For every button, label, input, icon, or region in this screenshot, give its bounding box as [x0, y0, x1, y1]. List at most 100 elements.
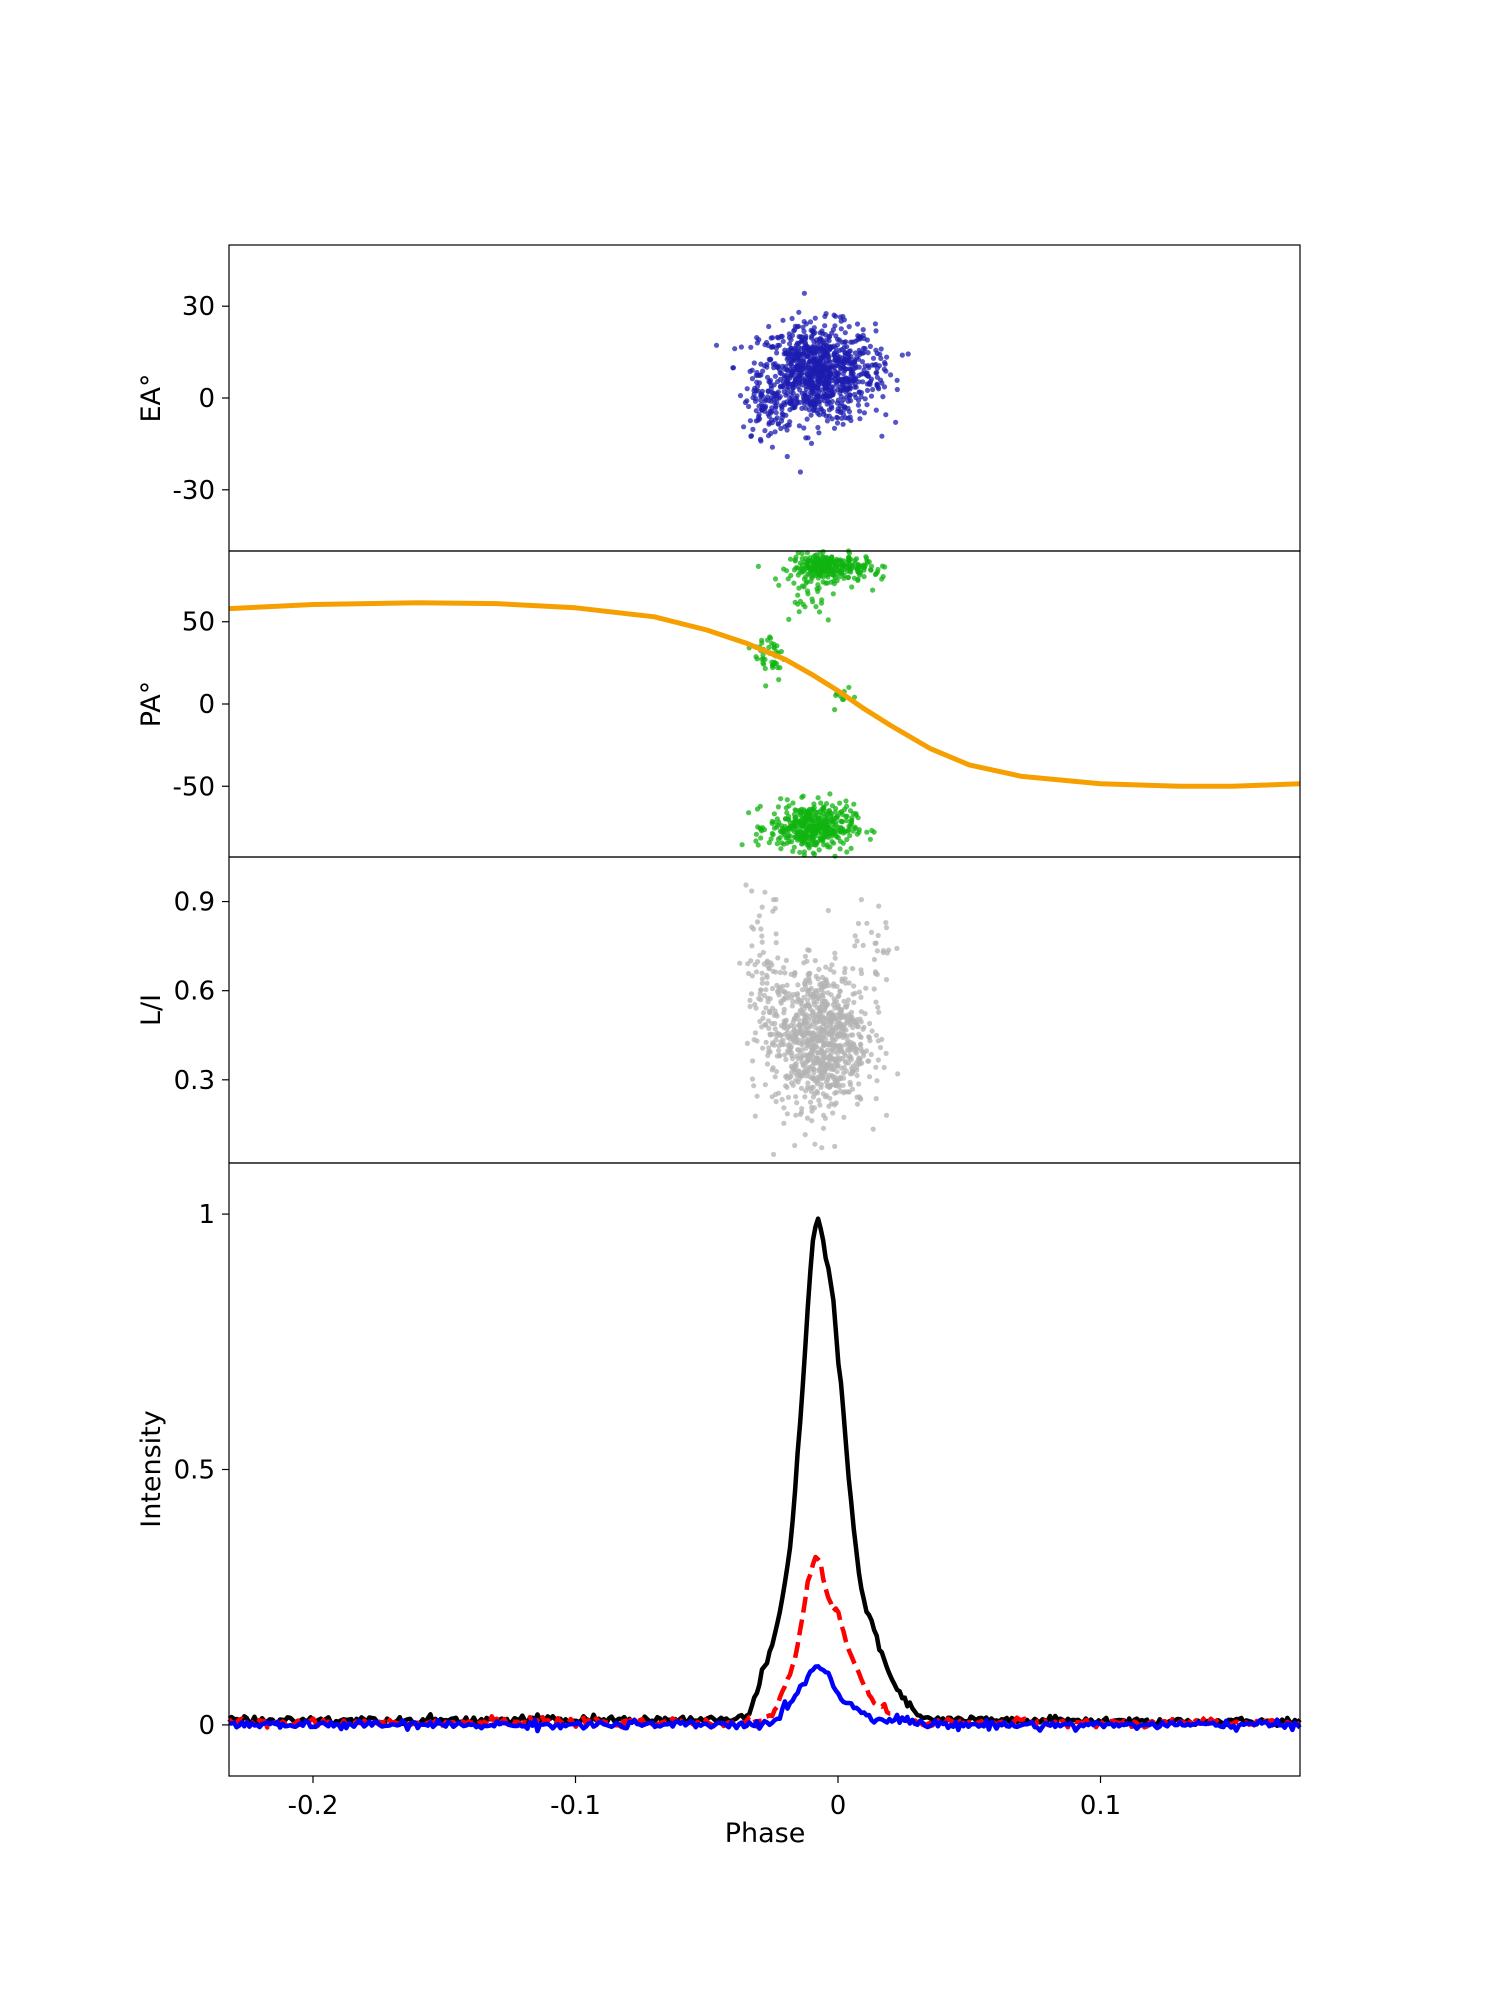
li-data-point — [769, 1094, 775, 1100]
ea-data-point — [808, 327, 814, 333]
li-data-point — [845, 997, 851, 1003]
ea-data-point — [824, 342, 830, 348]
ea-data-point — [799, 366, 805, 372]
ea-data-point — [748, 344, 754, 350]
li-data-point — [801, 1033, 807, 1039]
pa-data-point — [755, 563, 762, 570]
pa-y-tick-label: -50 — [173, 772, 215, 802]
li-data-point — [871, 986, 877, 992]
ea-data-point — [773, 345, 780, 351]
ea-data-point — [772, 361, 778, 367]
ea-data-point — [773, 410, 779, 416]
ea-data-point — [737, 393, 744, 399]
ea-data-point — [835, 415, 841, 421]
pa-data-point — [785, 835, 791, 841]
pa-data-point — [825, 844, 831, 850]
li-data-point — [827, 966, 833, 973]
li-data-point — [828, 1066, 834, 1072]
li-data-point — [875, 1038, 881, 1044]
pa-data-point — [816, 847, 822, 853]
ea-data-point — [783, 392, 789, 398]
ea-data-point — [854, 321, 861, 327]
pa-data-point — [829, 560, 835, 566]
pa-data-point — [844, 836, 850, 843]
pa-data-point — [816, 609, 823, 615]
ea-data-point — [807, 390, 814, 396]
pa-data-point — [824, 555, 831, 561]
li-data-point — [854, 1067, 860, 1073]
li-data-point — [816, 1097, 822, 1103]
ea-data-point — [867, 381, 873, 387]
pa-data-point — [828, 555, 834, 562]
ea-data-point — [807, 319, 814, 325]
li-data-point — [825, 907, 831, 914]
ea-data-point — [870, 386, 876, 393]
li-data-point — [856, 989, 863, 995]
pa-data-point — [869, 827, 875, 834]
pa-data-point — [868, 567, 874, 573]
li-data-point — [770, 897, 777, 903]
ea-data-point — [864, 402, 870, 408]
li-data-point — [764, 980, 770, 986]
li-data-point — [883, 925, 890, 931]
pa-data-point — [793, 823, 799, 829]
li-data-point — [760, 949, 767, 956]
li-data-point — [774, 982, 780, 989]
li-data-point — [812, 993, 818, 999]
pa-data-point — [792, 819, 798, 825]
ea-data-point — [800, 350, 806, 356]
profile-series-line-0 — [227, 1216, 1302, 1729]
li-data-point — [866, 1074, 873, 1080]
pa-data-point — [788, 572, 794, 579]
ea-data-point — [842, 360, 848, 366]
li-scatter-points — [737, 882, 901, 1157]
li-data-point — [823, 1062, 829, 1068]
li-data-point — [825, 1011, 832, 1018]
li-data-point — [777, 969, 784, 976]
li-data-point — [860, 1053, 867, 1059]
li-data-point — [826, 982, 832, 989]
li-data-point — [749, 943, 755, 949]
ea-data-point — [832, 350, 838, 356]
li-data-point — [833, 1021, 840, 1027]
li-data-point — [845, 1089, 851, 1095]
ea-data-point — [831, 389, 837, 395]
ea-data-point — [794, 399, 800, 406]
pa-data-point — [811, 801, 817, 807]
pa-data-point — [759, 656, 765, 662]
pa-data-point — [815, 818, 821, 824]
pa-data-point — [792, 599, 798, 605]
li-data-point — [776, 1090, 782, 1096]
ea-data-point — [748, 433, 754, 439]
li-data-point — [868, 929, 875, 936]
li-data-point — [883, 977, 890, 983]
ea-data-point — [766, 323, 772, 330]
pa-data-point — [761, 661, 767, 667]
ea-data-point — [730, 365, 736, 371]
ea-data-point — [806, 394, 812, 401]
ea-data-point — [795, 344, 802, 350]
ea-data-point — [815, 424, 821, 431]
li-data-point — [867, 1038, 873, 1044]
ea-data-point — [744, 398, 750, 404]
pa-data-point — [815, 568, 821, 574]
ea-data-point — [812, 315, 818, 321]
ea-data-point — [750, 426, 756, 432]
pa-data-point — [837, 846, 843, 852]
li-data-point — [833, 1043, 839, 1049]
pa-data-point — [796, 585, 802, 591]
li-data-point — [850, 966, 856, 972]
li-data-point — [843, 1027, 849, 1033]
li-data-point — [799, 987, 806, 993]
pa-data-point — [813, 557, 820, 564]
li-data-point — [858, 994, 864, 1000]
li-data-point — [852, 933, 858, 939]
li-data-point — [855, 920, 862, 927]
ea-data-point — [830, 327, 837, 333]
pa-data-point — [795, 831, 801, 837]
ea-data-point — [816, 374, 823, 380]
li-data-point — [827, 1095, 833, 1101]
pa-data-point — [795, 592, 801, 598]
li-data-point — [850, 1063, 856, 1069]
li-data-point — [749, 973, 756, 979]
